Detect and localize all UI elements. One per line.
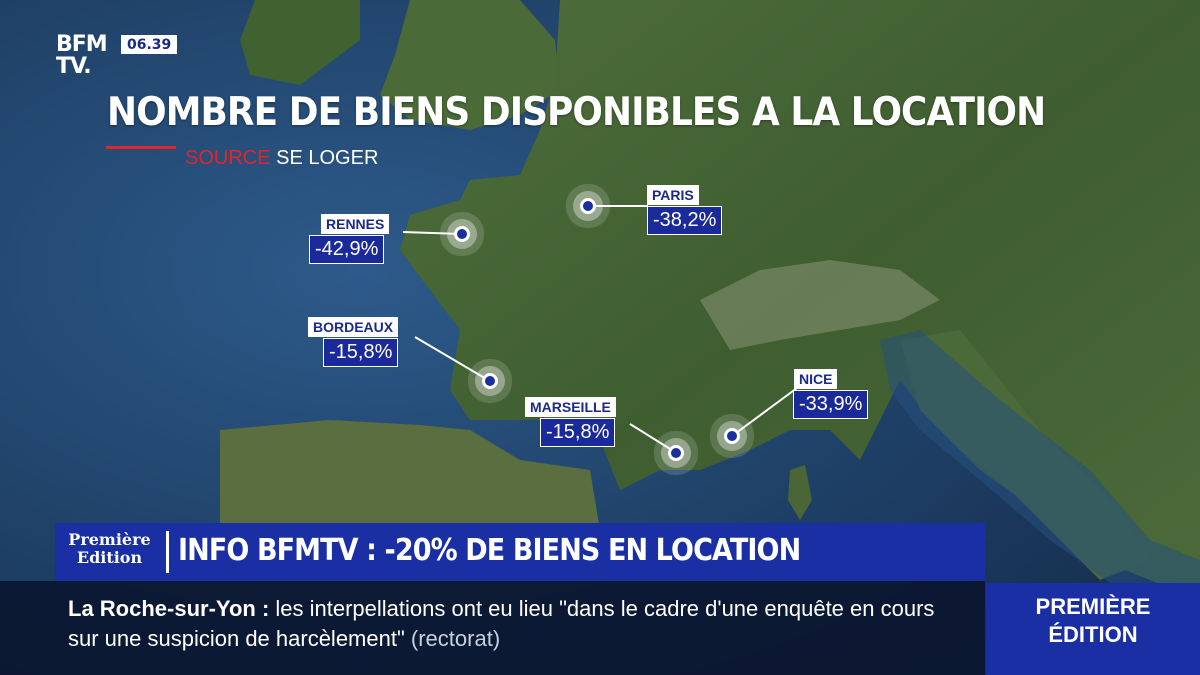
marseille-marker [668,445,684,461]
premiere-edition-badge: Première Edition [58,531,161,575]
paris-marker [580,198,596,214]
bordeaux-value: -15,8% [323,338,399,367]
paris-value: -38,2% [647,206,723,235]
source-label: SOURCE [185,147,271,169]
rennes-label: RENNES [321,214,390,234]
marseille-label: MARSEILLE [525,397,616,417]
nice-value: -33,9% [793,390,869,419]
bfmtv-logo: BFM TV. [56,32,108,79]
source-value: SE LOGER [276,147,379,169]
logo-line2: TV. [56,54,92,79]
news-ticker [0,581,985,675]
nice-marker [724,428,740,444]
paris-label: PARIS [647,185,699,205]
program-line1: PREMIÈRE [1035,594,1151,619]
rennes-value: -42,9% [309,235,385,264]
ticker-body: les interpellations ont eu lieu "dans le… [68,596,935,651]
clock: 06.39 [121,35,178,54]
source-line: SOURCE SE LOGER [185,147,378,170]
bordeaux-marker [482,373,498,389]
ticker-text: La Roche-sur-Yon : les interpellations o… [68,594,968,654]
bordeaux-label: BORDEAUX [308,317,399,337]
program-badge: PREMIÈRE ÉDITION [986,583,1200,675]
badge-line2: Edition [76,548,143,567]
rennes-marker [454,226,470,242]
nice-label: NICE [794,369,838,389]
badge-line1: Première [68,530,151,549]
graphic-title: NOMBRE DE BIENS DISPONIBLES A LA LOCATIO… [107,90,1046,135]
source-accent-line [106,146,176,149]
headline-band [55,523,985,581]
band-divider [166,531,169,573]
ticker-place: La Roche-sur-Yon : [68,596,270,621]
headline-text: INFO BFMTV : -20% DE BIENS EN LOCATION [178,533,801,568]
ticker-source: (rectorat) [410,626,501,651]
marseille-value: -15,8% [540,418,616,447]
logo-line1: BFM [56,32,108,57]
program-line2: ÉDITION [1048,622,1138,647]
